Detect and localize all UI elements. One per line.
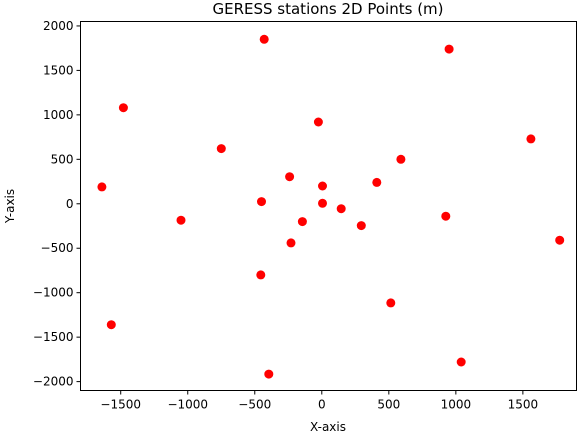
x-tick-label: −1000: [167, 398, 208, 412]
chart-title: GERESS stations 2D Points (m): [212, 0, 443, 18]
y-tick-label: −1000: [33, 286, 74, 300]
data-point: [318, 198, 327, 208]
data-point: [106, 320, 116, 330]
data-point: [264, 369, 274, 379]
x-tick-label: 0: [318, 398, 326, 412]
data-point: [526, 134, 536, 144]
x-tick-label: −1500: [100, 398, 141, 412]
data-point: [396, 154, 406, 164]
data-point: [356, 221, 366, 231]
x-axis-label: X-axis: [310, 420, 346, 434]
data-point: [386, 298, 396, 308]
y-tick-label: −500: [41, 241, 74, 255]
y-tick-label: 0: [66, 197, 74, 211]
data-point: [256, 270, 266, 280]
plot-frame: [80, 21, 577, 391]
y-tick-label: 1500: [43, 63, 74, 77]
y-tick-label: 1000: [43, 108, 74, 122]
data-point: [97, 182, 107, 192]
data-point: [297, 217, 307, 227]
data-point: [285, 172, 295, 182]
x-tick-label: 500: [377, 398, 400, 412]
y-axis-label: Y-axis: [3, 189, 17, 224]
y-tick-label: −2000: [33, 375, 74, 389]
data-point: [313, 117, 323, 127]
y-axis-ticks: −2000 −1500 −1000 −500 0 500 1000 1500 2000: [33, 19, 81, 389]
data-point: [444, 44, 454, 54]
data-point: [318, 181, 327, 191]
y-tick-label: 500: [51, 152, 74, 166]
data-point: [441, 211, 451, 221]
data-point: [259, 34, 269, 44]
x-axis-ticks: −1500 −1000 −500 0 500 1000 1500: [100, 390, 539, 412]
data-point: [216, 144, 226, 154]
x-tick-label: 1000: [441, 398, 472, 412]
data-point: [555, 235, 565, 245]
data-point: [336, 204, 346, 214]
data-point: [456, 357, 466, 367]
y-tick-label: −1500: [33, 330, 74, 344]
data-point: [176, 215, 186, 225]
data-point: [118, 103, 128, 113]
data-point: [286, 238, 296, 248]
x-tick-label: −500: [238, 398, 271, 412]
x-tick-label: 1500: [508, 398, 539, 412]
points-layer: [97, 34, 565, 379]
data-point: [372, 177, 382, 187]
data-point: [257, 197, 266, 207]
y-tick-label: 2000: [43, 19, 74, 33]
